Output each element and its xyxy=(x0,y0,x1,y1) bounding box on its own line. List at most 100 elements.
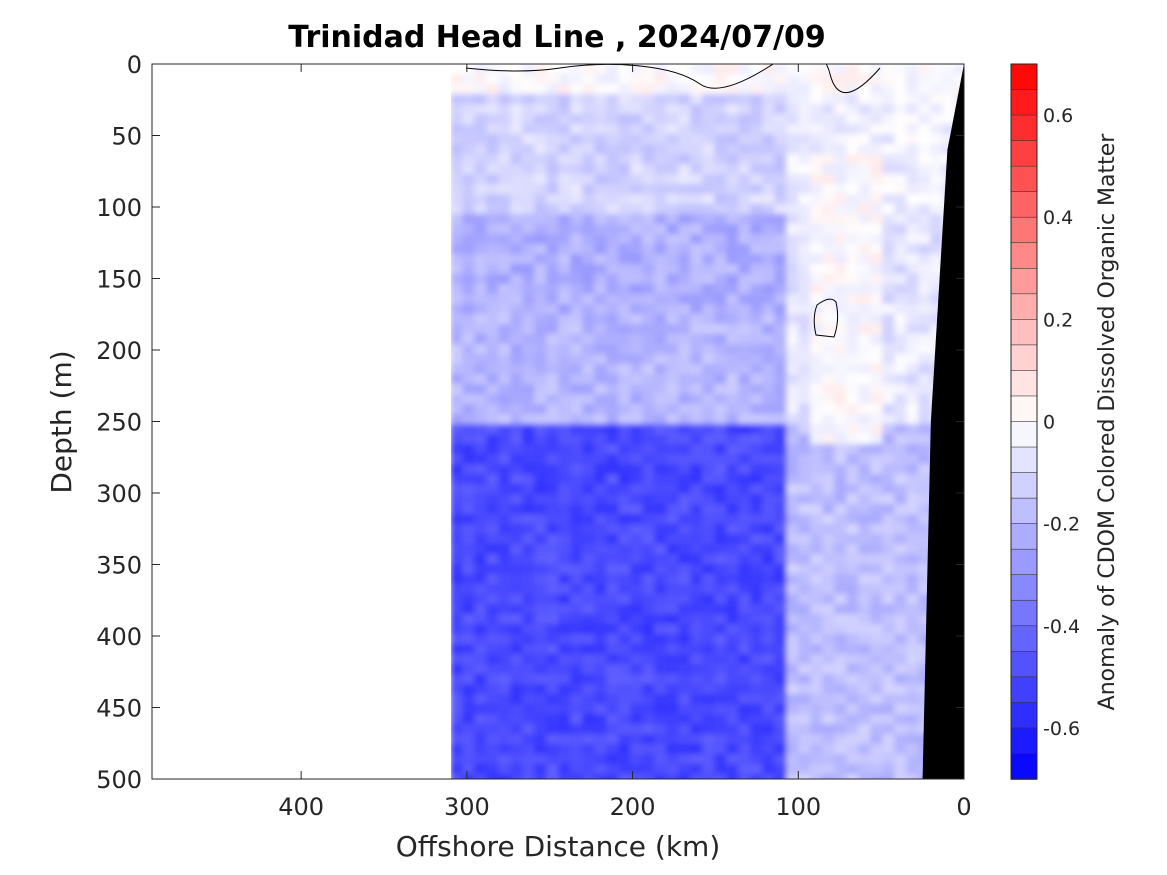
field-cell xyxy=(594,294,608,305)
field-cell xyxy=(834,384,848,395)
field-cell xyxy=(774,754,788,765)
field-cell xyxy=(630,284,644,295)
field-cell xyxy=(738,624,752,635)
field-cell xyxy=(774,324,788,335)
field-cell xyxy=(786,504,800,515)
field-cell xyxy=(594,654,608,665)
field-cell xyxy=(882,184,896,195)
field-cell xyxy=(858,734,872,745)
field-cell xyxy=(822,224,836,235)
field-cell xyxy=(894,304,908,315)
field-cell xyxy=(846,64,860,75)
field-cell xyxy=(822,204,836,215)
field-cell xyxy=(486,334,500,345)
field-cell xyxy=(894,704,908,715)
field-cell xyxy=(870,314,884,325)
field-cell xyxy=(786,344,800,355)
field-cell xyxy=(606,114,620,125)
field-cell xyxy=(678,504,692,515)
field-cell xyxy=(546,334,560,345)
field-cell xyxy=(678,634,692,645)
field-cell xyxy=(846,244,860,255)
field-cell xyxy=(630,414,644,425)
field-cell xyxy=(870,64,884,75)
field-cell xyxy=(846,404,860,415)
field-cell xyxy=(750,664,764,675)
field-cell xyxy=(462,134,476,145)
field-cell xyxy=(582,184,596,195)
field-cell xyxy=(786,734,800,745)
field-cell xyxy=(786,64,800,75)
field-cell xyxy=(582,684,596,695)
field-cell xyxy=(798,244,812,255)
field-cell xyxy=(750,134,764,145)
field-cell xyxy=(678,174,692,185)
field-cell xyxy=(774,404,788,415)
field-cell xyxy=(774,184,788,195)
field-cell xyxy=(642,554,656,565)
field-cell xyxy=(534,324,548,335)
field-cell xyxy=(774,524,788,535)
field-cell xyxy=(510,384,524,395)
field-cell xyxy=(702,564,716,575)
field-cell xyxy=(858,174,872,185)
field-cell xyxy=(546,754,560,765)
field-cell xyxy=(726,654,740,665)
field-cell xyxy=(738,144,752,155)
field-cell xyxy=(738,704,752,715)
field-cell xyxy=(738,284,752,295)
field-cell xyxy=(918,364,932,375)
field-cell xyxy=(726,234,740,245)
field-cell xyxy=(798,304,812,315)
field-cell xyxy=(834,214,848,225)
field-cell xyxy=(750,564,764,575)
field-cell xyxy=(522,264,536,275)
field-cell xyxy=(750,724,764,735)
field-cell xyxy=(654,644,668,655)
field-cell xyxy=(726,504,740,515)
field-cell xyxy=(582,94,596,105)
field-cell xyxy=(594,184,608,195)
field-cell xyxy=(678,94,692,105)
field-cell xyxy=(834,344,848,355)
field-cell xyxy=(678,494,692,505)
field-cell xyxy=(834,454,848,465)
field-cell xyxy=(906,574,920,585)
field-cell xyxy=(810,614,824,625)
field-cell xyxy=(786,494,800,505)
field-cell xyxy=(798,674,812,685)
field-cell xyxy=(774,304,788,315)
field-cell xyxy=(474,104,488,115)
field-cell xyxy=(834,354,848,365)
field-cell xyxy=(714,384,728,395)
field-cell xyxy=(738,104,752,115)
field-cell xyxy=(918,624,932,635)
field-cell xyxy=(618,434,632,445)
field-cell xyxy=(906,404,920,415)
field-cell xyxy=(666,694,680,705)
field-cell xyxy=(798,334,812,345)
field-cell xyxy=(702,524,716,535)
field-cell xyxy=(822,764,836,775)
field-cell xyxy=(810,594,824,605)
field-cell xyxy=(714,694,728,705)
field-cell xyxy=(762,284,776,295)
field-cell xyxy=(654,494,668,505)
field-cell xyxy=(558,484,572,495)
field-cell xyxy=(702,224,716,235)
field-cell xyxy=(570,724,584,735)
field-cell xyxy=(702,334,716,345)
field-cell xyxy=(522,124,536,135)
field-cell xyxy=(690,154,704,165)
field-cell xyxy=(451,754,464,765)
field-cell xyxy=(702,214,716,225)
field-cell xyxy=(714,604,728,615)
field-cell xyxy=(654,754,668,765)
field-cell xyxy=(726,774,740,779)
field-cell xyxy=(750,364,764,375)
field-cell xyxy=(510,104,524,115)
field-cell xyxy=(714,224,728,235)
field-cell xyxy=(834,504,848,515)
field-cell xyxy=(870,434,884,445)
field-cell xyxy=(702,314,716,325)
